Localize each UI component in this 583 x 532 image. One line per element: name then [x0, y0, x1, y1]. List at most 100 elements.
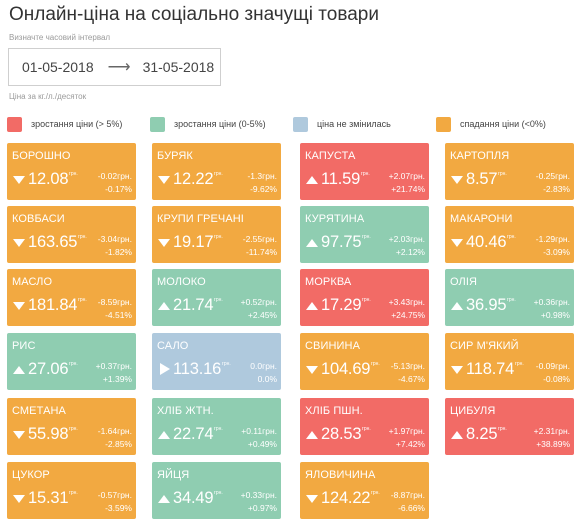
- product-card[interactable]: БОРОШНО 12.08 грн. -0.02грн. -0.17%: [7, 143, 136, 200]
- product-name: ХЛІБ ЖТН.: [157, 405, 214, 417]
- product-price: 124.22: [321, 489, 371, 507]
- product-card[interactable]: САЛО 113.16 грн. 0.0грн. 0.0%: [152, 333, 281, 390]
- legend-item-green: зростання ціни (0-5%): [150, 116, 266, 132]
- price-change-abs: +0.11грн.: [241, 426, 277, 436]
- arrow-right-icon: [160, 363, 170, 375]
- price-change-pct: +1.39%: [102, 374, 132, 384]
- price-change-pct: -11.74%: [245, 247, 277, 257]
- product-price: 21.74: [173, 296, 214, 314]
- price-change-pct: -0.08%: [543, 374, 570, 384]
- legend-item-orange: спадання ціни (<0%): [436, 116, 546, 132]
- price-change-pct: +0.98%: [540, 310, 570, 320]
- price-change-abs: -1.3грн.: [247, 171, 277, 181]
- product-card[interactable]: ХЛІБ ЖТН. 22.74 грн. +0.11грн. +0.49%: [152, 398, 281, 455]
- product-price: 40.46: [466, 233, 507, 251]
- legend-swatch: [7, 116, 22, 132]
- price-unit: грн.: [498, 171, 507, 177]
- product-card[interactable]: КАРТОПЛЯ 8.57 грн. -0.25грн. -2.83%: [445, 143, 574, 200]
- product-card[interactable]: МАСЛО 181.84 грн. -8.59грн. -4.51%: [7, 269, 136, 326]
- product-price: 118.74: [466, 360, 515, 378]
- product-card[interactable]: МАКАРОНИ 40.46 грн. -1.29грн. -3.09%: [445, 206, 574, 263]
- price-unit: грн.: [78, 234, 87, 240]
- arrow-up-icon: [158, 495, 170, 503]
- product-card[interactable]: ЦИБУЛЯ 8.25 грн. +2.31грн. +38.89%: [445, 398, 574, 455]
- product-name: СВИНИНА: [305, 340, 361, 352]
- product-name: БУРЯК: [157, 150, 193, 162]
- price-change-pct: -3.59%: [105, 503, 132, 513]
- product-price: 36.95: [466, 296, 507, 314]
- date-from[interactable]: 01-05-2018: [22, 59, 94, 75]
- product-card[interactable]: ЯЙЦЯ 34.49 грн. +0.33грн. +0.97%: [152, 462, 281, 519]
- product-card[interactable]: ОЛІЯ 36.95 грн. +0.36грн. +0.98%: [445, 269, 574, 326]
- unit-note: Ціна за кг./л./десяток: [9, 92, 87, 101]
- legend-label: спадання ціни (<0%): [460, 119, 546, 129]
- product-card[interactable]: БУРЯК 12.22 грн. -1.3грн. -9.62%: [152, 143, 281, 200]
- date-range-picker[interactable]: 01-05-2018 ⟶ 31-05-2018: [8, 48, 221, 86]
- product-card[interactable]: МОРКВА 17.29 грн. +3.43грн. +24.75%: [300, 269, 429, 326]
- product-price: 19.17: [173, 233, 214, 251]
- page-title: Онлайн-ціна на соціально значущі товари: [9, 4, 379, 25]
- product-price: 8.25: [466, 425, 498, 443]
- legend-label: зростання ціни (0-5%): [174, 119, 266, 129]
- price-unit: грн.: [214, 426, 223, 432]
- price-change-pct: +21.74%: [391, 184, 425, 194]
- product-price: 163.65: [28, 233, 78, 251]
- product-name: ЯЙЦЯ: [157, 469, 190, 481]
- price-change-pct: +7.42%: [395, 439, 425, 449]
- product-card[interactable]: ЯЛОВИЧИНА 124.22 грн. -8.87грн. -6.66%: [300, 462, 429, 519]
- product-card[interactable]: КРУПИ ГРЕЧАНІ 19.17 грн. -2.55грн. -11.74%: [152, 206, 281, 263]
- price-change-abs: -3.04грн.: [97, 234, 132, 244]
- product-card[interactable]: КУРЯТИНА 97.75 грн. +2.03грн. +2.12%: [300, 206, 429, 263]
- price-unit: грн.: [214, 234, 223, 240]
- arrow-up-icon: [13, 366, 25, 374]
- arrow-down-icon: [158, 239, 170, 247]
- price-unit: грн.: [69, 426, 78, 432]
- price-change-abs: -8.87грн.: [390, 490, 425, 500]
- product-price: 12.08: [28, 170, 69, 188]
- price-change-abs: +1.97грн.: [388, 426, 425, 436]
- product-price: 28.53: [321, 425, 362, 443]
- price-change-pct: +0.49%: [247, 439, 277, 449]
- product-name: ЦИБУЛЯ: [450, 405, 496, 417]
- product-price: 11.59: [321, 170, 361, 188]
- price-change-pct: -9.62%: [250, 184, 277, 194]
- price-unit: грн.: [222, 361, 231, 367]
- product-name: КАПУСТА: [305, 150, 356, 162]
- product-card[interactable]: ХЛІБ ПШН. 28.53 грн. +1.97грн. +7.42%: [300, 398, 429, 455]
- price-unit: грн.: [498, 426, 507, 432]
- product-name: ЯЛОВИЧИНА: [305, 469, 376, 481]
- product-card[interactable]: СМЕТАНА 55.98 грн. -1.64грн. -2.85%: [7, 398, 136, 455]
- price-change-abs: +2.31грн.: [533, 426, 570, 436]
- product-card[interactable]: СВИНИНА 104.69 грн. -5.13грн. -4.67%: [300, 333, 429, 390]
- product-price: 104.69: [321, 360, 371, 378]
- arrow-down-icon: [13, 176, 25, 184]
- price-change-abs: +2.03грн.: [388, 234, 425, 244]
- price-change-abs: -0.09грн.: [535, 361, 570, 371]
- price-unit: грн.: [362, 426, 371, 432]
- arrow-up-icon: [306, 302, 318, 310]
- product-card[interactable]: ЦУКОР 15.31 грн. -0.57грн. -3.59%: [7, 462, 136, 519]
- arrow-up-icon: [306, 431, 318, 439]
- product-card[interactable]: РИС 27.06 грн. +0.37грн. +1.39%: [7, 333, 136, 390]
- date-to[interactable]: 31-05-2018: [142, 59, 215, 75]
- arrow-down-icon: [451, 176, 463, 184]
- product-card[interactable]: КОВБАСИ 163.65 грн. -3.04грн. -1.82%: [7, 206, 136, 263]
- product-price: 12.22: [173, 170, 214, 188]
- arrow-down-icon: [451, 366, 463, 374]
- price-change-abs: +3.43грн.: [388, 297, 425, 307]
- legend-item-blue: ціна не змінилась: [293, 116, 391, 132]
- product-card[interactable]: МОЛОКО 21.74 грн. +0.52грн. +2.45%: [152, 269, 281, 326]
- price-change-pct: -2.85%: [105, 439, 132, 449]
- product-price: 55.98: [28, 425, 69, 443]
- price-change-abs: -1.64грн.: [97, 426, 132, 436]
- price-change-pct: +38.89%: [536, 439, 570, 449]
- product-name: ОЛІЯ: [450, 276, 478, 288]
- price-change-pct: -4.67%: [398, 374, 425, 384]
- price-change-abs: +0.52грн.: [240, 297, 277, 307]
- arrow-up-icon: [306, 239, 318, 247]
- product-card[interactable]: КАПУСТА 11.59 грн. +2.07грн. +21.74%: [300, 143, 429, 200]
- price-change-pct: -3.09%: [543, 247, 570, 257]
- product-name: ХЛІБ ПШН.: [305, 405, 363, 417]
- product-card[interactable]: СИР М'ЯКИЙ 118.74 грн. -0.09грн. -0.08%: [445, 333, 574, 390]
- price-change-pct: +0.97%: [247, 503, 277, 513]
